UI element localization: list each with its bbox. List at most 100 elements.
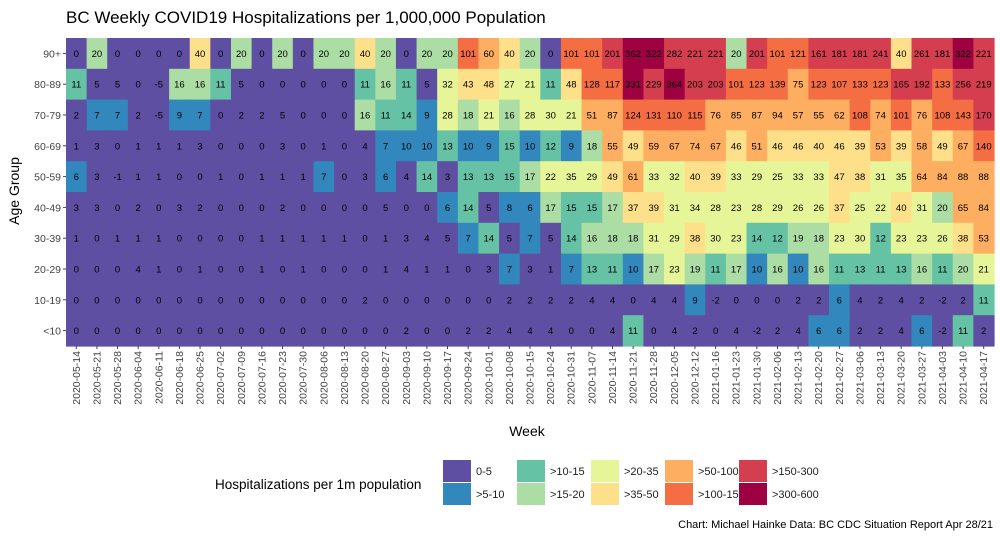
heatmap-cell bbox=[189, 315, 211, 347]
legend-label: >10-15 bbox=[550, 466, 585, 478]
heatmap-cell bbox=[622, 161, 645, 193]
heatmap-cell bbox=[808, 192, 830, 224]
cell-value-label: 1 bbox=[548, 265, 553, 276]
heatmap-cell bbox=[560, 253, 583, 285]
cell-value-label: 5 bbox=[280, 111, 285, 122]
heatmap-cell bbox=[808, 253, 830, 285]
cell-value-label: 0 bbox=[136, 49, 141, 60]
heatmap-cell bbox=[746, 130, 768, 162]
heatmap-cell bbox=[107, 253, 129, 285]
heatmap-cell bbox=[725, 284, 748, 316]
cell-value-label: 0 bbox=[404, 203, 409, 214]
heatmap-cell bbox=[210, 68, 232, 101]
y-tick-label: 30-39 bbox=[34, 233, 61, 245]
heatmap-cell bbox=[973, 68, 995, 101]
heatmap-cell bbox=[911, 99, 933, 131]
heatmap-cell bbox=[829, 253, 851, 285]
heatmap-cell bbox=[499, 253, 521, 285]
heatmap-cell bbox=[169, 130, 191, 162]
cell-value-label: 11 bbox=[546, 80, 556, 91]
cell-value-label: 19 bbox=[690, 265, 701, 276]
heatmap-cell bbox=[540, 68, 562, 101]
heatmap-cell bbox=[210, 161, 232, 193]
heatmap-cell bbox=[437, 192, 459, 224]
cell-value-label: 107 bbox=[831, 80, 847, 91]
heatmap-cell bbox=[499, 161, 521, 193]
cell-value-label: 26 bbox=[937, 234, 948, 245]
heatmap-cell bbox=[684, 315, 706, 347]
heatmap-cell bbox=[272, 99, 294, 131]
heatmap-cell bbox=[86, 192, 108, 224]
heatmap-cell bbox=[148, 192, 170, 224]
heatmap-cell bbox=[375, 315, 397, 347]
heatmap-cell bbox=[313, 222, 335, 255]
cell-value-label: 0 bbox=[94, 265, 99, 276]
heatmap-cell bbox=[560, 222, 583, 255]
heatmap-cell bbox=[890, 130, 913, 162]
cell-value-label: 48 bbox=[566, 80, 577, 91]
heatmap-cell bbox=[787, 192, 809, 224]
heatmap-cell bbox=[375, 222, 397, 255]
cell-value-label: 2 bbox=[259, 111, 264, 122]
heatmap-cell bbox=[973, 38, 995, 70]
cell-value-label: 2 bbox=[857, 326, 862, 337]
x-tick-label: 2021-01-23 bbox=[731, 351, 743, 405]
cell-value-label: 0 bbox=[177, 265, 182, 276]
cell-value-label: 123 bbox=[811, 80, 827, 91]
heatmap-cell bbox=[292, 68, 315, 101]
heatmap-cell bbox=[416, 192, 438, 224]
cell-value-label: 0 bbox=[321, 295, 326, 306]
legend-label: >50-100 bbox=[698, 466, 739, 478]
heatmap-cell bbox=[622, 38, 645, 70]
heatmap-cell bbox=[251, 253, 273, 285]
cell-value-label: 0 bbox=[301, 49, 306, 60]
heatmap-cell bbox=[334, 68, 356, 101]
heatmap-cell bbox=[911, 130, 933, 162]
cell-value-label: 67 bbox=[669, 141, 680, 152]
heatmap-cell bbox=[107, 99, 129, 131]
heatmap-cell bbox=[395, 38, 418, 70]
heatmap-cell bbox=[437, 253, 459, 285]
heatmap-cell bbox=[643, 161, 665, 193]
heatmap-cell bbox=[746, 222, 768, 255]
cell-value-label: 108 bbox=[935, 111, 951, 122]
cell-value-label: 1 bbox=[136, 141, 141, 152]
cell-value-label: 117 bbox=[605, 80, 620, 91]
heatmap-cell bbox=[705, 38, 727, 70]
heatmap-cell bbox=[973, 99, 995, 131]
cell-value-label: 0 bbox=[301, 295, 306, 306]
legend-label: 0-5 bbox=[476, 466, 492, 478]
cell-value-label: 0 bbox=[301, 326, 306, 337]
heatmap-cell bbox=[581, 315, 603, 347]
cell-value-label: 11 bbox=[979, 295, 989, 306]
heatmap-cell bbox=[540, 253, 562, 285]
cell-value-label: 55 bbox=[813, 111, 824, 122]
heatmap-cell bbox=[148, 38, 170, 70]
cell-value-label: 2 bbox=[507, 295, 512, 306]
cell-value-label: 1 bbox=[342, 234, 347, 245]
heatmap-cell bbox=[870, 284, 892, 316]
cell-value-label: 0 bbox=[156, 326, 161, 337]
heatmap-cell bbox=[66, 130, 88, 162]
heatmap-cell bbox=[230, 192, 253, 224]
cell-value-label: 59 bbox=[648, 141, 659, 152]
heatmap-cell bbox=[375, 130, 397, 162]
heatmap-cell bbox=[251, 222, 273, 255]
cell-value-label: 2 bbox=[280, 203, 285, 214]
cell-value-label: 3 bbox=[94, 141, 99, 152]
heatmap-cell bbox=[870, 161, 892, 193]
cell-value-label: 75 bbox=[793, 80, 804, 91]
heatmap-cell bbox=[890, 222, 913, 255]
heatmap-cell bbox=[148, 315, 170, 347]
cell-value-label: 62 bbox=[834, 111, 845, 122]
heatmap-cell bbox=[127, 68, 150, 101]
cell-value-label: 0 bbox=[177, 49, 182, 60]
heatmap-cell bbox=[581, 130, 603, 162]
x-tick-label: 2020-10-24 bbox=[545, 351, 557, 405]
heatmap-cell bbox=[973, 253, 995, 285]
heatmap-cell bbox=[66, 68, 88, 101]
cell-value-label: 16 bbox=[174, 80, 185, 91]
cell-value-label: 48 bbox=[483, 80, 494, 91]
cell-value-label: 221 bbox=[708, 49, 724, 60]
cell-value-label: 3 bbox=[362, 172, 367, 183]
